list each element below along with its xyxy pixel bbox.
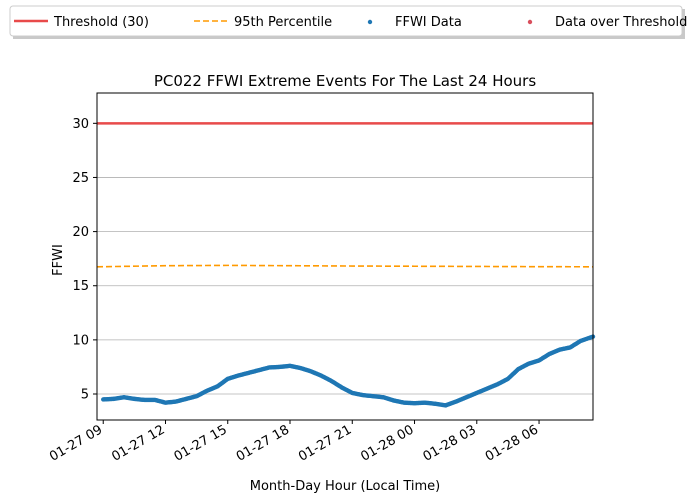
plot-frame (96, 92, 594, 421)
x-tick-label: 01-28 06 (483, 422, 541, 464)
x-tick-label: 01-28 03 (421, 422, 479, 464)
x-axis: 01-27 09 01-27 12 01-27 15 01-27 18 01-27 21… (47, 420, 541, 465)
y-tick-label: 30 (72, 117, 89, 132)
x-tick-label: 01-27 18 (234, 422, 292, 464)
chart-title: PC022 FFWI Extreme Events For The Last 2… (154, 72, 537, 90)
y-tick-label: 25 (72, 171, 89, 186)
y-axis-label: FFWI (51, 244, 66, 276)
x-tick-label: 01-27 15 (172, 422, 230, 464)
legend-box (9, 5, 683, 37)
legend-marker (367, 19, 373, 25)
y-tick-label: 10 (72, 333, 89, 348)
y-tick-label: 20 (72, 225, 89, 240)
x-tick-label: 01-28 00 (358, 422, 416, 464)
percentile-line (96, 264, 594, 268)
legend-label: Threshold (30) (53, 15, 149, 30)
legend-marker (527, 19, 533, 25)
x-tick-label: 01-27 09 (47, 422, 105, 464)
legend-label: 95th Percentile (234, 15, 332, 30)
y-axis: 5 10 15 20 25 30 (72, 117, 97, 403)
legend-label: Data over Threshold (555, 15, 687, 30)
x-tick-label: 01-27 21 (296, 422, 354, 464)
y-tick-label: 15 (72, 279, 89, 294)
x-axis-label: Month-Day Hour (Local Time) (250, 479, 440, 494)
series-layer (96, 122, 596, 408)
x-tick-label: 01-27 12 (109, 422, 167, 464)
legend: Threshold (30) 95th Percentile FFWI Data Da… (9, 5, 687, 39)
y-tick-label: 5 (81, 388, 89, 403)
gridlines (97, 122, 593, 395)
legend-label: FFWI Data (395, 15, 462, 30)
